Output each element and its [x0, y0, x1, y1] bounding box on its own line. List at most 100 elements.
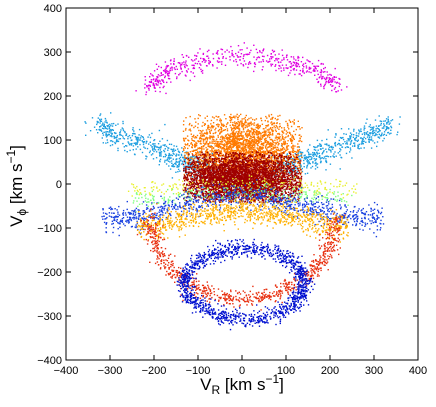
data-point: [154, 143, 156, 145]
data-point: [157, 84, 159, 86]
data-point: [249, 134, 251, 137]
data-point: [99, 128, 101, 131]
data-point: [277, 115, 279, 117]
data-point: [386, 123, 388, 125]
data-point: [192, 136, 195, 138]
data-point: [228, 148, 230, 150]
data-point: [245, 149, 247, 151]
data-point: [164, 61, 167, 63]
data-point: [175, 155, 177, 157]
data-point: [289, 172, 291, 174]
data-point: [322, 151, 325, 153]
data-point: [159, 151, 162, 153]
data-point: [289, 120, 292, 123]
data-point: [383, 123, 385, 125]
data-point: [167, 157, 169, 159]
data-point: [215, 144, 218, 146]
data-point: [265, 164, 268, 166]
data-point: [292, 190, 295, 192]
data-point: [359, 137, 362, 139]
data-point: [160, 66, 162, 69]
data-point: [298, 134, 300, 136]
data-point: [275, 150, 278, 153]
data-point: [221, 147, 223, 149]
data-point: [164, 144, 166, 146]
data-point: [212, 122, 215, 124]
data-point: [192, 169, 194, 172]
data-point: [109, 130, 111, 132]
data-point: [121, 127, 123, 129]
data-point: [386, 126, 388, 128]
data-point: [251, 127, 253, 130]
data-point: [136, 138, 139, 141]
data-point: [264, 130, 266, 132]
data-point: [320, 148, 322, 150]
data-point: [385, 126, 387, 128]
data-point: [198, 67, 201, 69]
data-point: [220, 131, 222, 133]
data-point: [238, 132, 240, 134]
data-point: [201, 148, 203, 150]
data-point: [193, 163, 195, 166]
data-point: [260, 155, 262, 158]
data-point: [228, 142, 230, 145]
data-point: [275, 174, 277, 176]
data-point: [380, 124, 382, 126]
data-point: [247, 125, 249, 127]
data-point: [316, 153, 319, 155]
data-point: [165, 154, 167, 156]
data-point: [268, 169, 270, 171]
data-point: [214, 152, 217, 154]
data-point: [251, 154, 254, 156]
data-point: [240, 166, 242, 169]
data-point: [270, 53, 272, 55]
data-point: [233, 135, 235, 137]
data-point: [292, 151, 295, 154]
data-point: [289, 151, 291, 154]
data-point: [216, 152, 218, 154]
data-point: [295, 64, 297, 66]
data-point: [286, 149, 288, 151]
data-point: [181, 147, 183, 149]
data-point: [124, 149, 126, 152]
data-point: [154, 87, 156, 89]
data-point: [231, 52, 233, 54]
data-point: [247, 152, 249, 155]
data-point: [251, 148, 253, 150]
data-point: [252, 129, 255, 132]
data-point: [193, 149, 195, 152]
data-point: [234, 133, 236, 135]
data-point: [230, 116, 233, 119]
data-point: [286, 143, 288, 145]
data-point: [198, 129, 200, 132]
data-point: [134, 135, 137, 138]
data-point: [281, 134, 283, 136]
data-point: [240, 148, 242, 150]
data-point: [292, 171, 295, 173]
data-point: [263, 150, 265, 152]
data-point: [230, 126, 232, 129]
data-point: [255, 133, 258, 136]
data-point: [290, 171, 292, 173]
data-point: [298, 65, 301, 68]
data-point: [233, 140, 235, 143]
data-point: [315, 158, 318, 160]
data-point: [374, 134, 376, 137]
data-point: [232, 134, 234, 136]
data-point: [164, 159, 166, 162]
data-point: [352, 145, 354, 147]
data-point: [319, 161, 322, 164]
data-point: [326, 155, 328, 157]
data-point: [236, 139, 238, 141]
data-point: [203, 59, 205, 61]
data-point: [199, 156, 201, 159]
data-point: [249, 122, 251, 125]
data-point: [257, 147, 259, 150]
data-point: [250, 140, 252, 143]
data-point: [111, 125, 114, 127]
data-point: [232, 141, 234, 143]
data-point: [216, 157, 218, 159]
data-point: [272, 130, 274, 132]
data-point: [199, 154, 201, 156]
data-point: [293, 150, 296, 153]
